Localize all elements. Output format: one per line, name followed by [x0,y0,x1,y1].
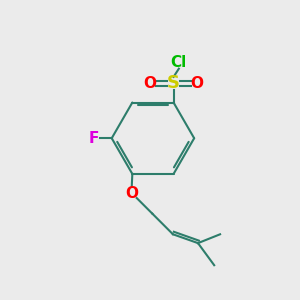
Text: S: S [167,74,180,92]
Text: Cl: Cl [171,55,187,70]
Text: O: O [125,186,138,201]
Text: O: O [143,76,157,91]
Text: F: F [89,131,99,146]
Text: O: O [190,76,204,91]
